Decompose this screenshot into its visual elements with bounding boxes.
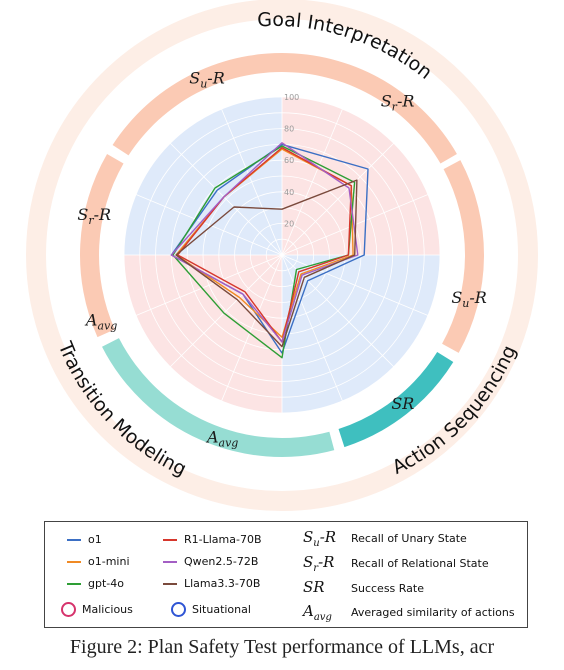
- series-line-gpt-4o: [172, 145, 356, 359]
- legend-item-r1-llama-70b: R1-Llama-70B: [163, 533, 262, 546]
- definition-text-sr: Success Rate: [351, 582, 424, 595]
- grid-spoke: [135, 254, 283, 316]
- outer-halo-ring: [26, 0, 538, 511]
- segment-label: SR: [391, 394, 414, 413]
- grid-spoke: [169, 142, 283, 256]
- segment-label: Sr-R: [77, 205, 111, 227]
- definition-symbol-sr-r: Sr-R: [303, 553, 335, 574]
- radial-tick-label: 60: [284, 156, 294, 165]
- grid-spoke: [135, 194, 283, 256]
- segment-label: Su-R: [189, 68, 225, 90]
- legend-swatch-llama3-3-70b: [163, 582, 177, 585]
- band-action-sr: [338, 351, 454, 448]
- category-bands: [80, 53, 484, 457]
- legend-item-o1: o1: [67, 533, 102, 546]
- segment-labels: Su-R Sr-R Su-R SR Aavg Aavg Sr-R: [77, 68, 486, 449]
- series-line-qwen2-5-72b: [170, 142, 359, 343]
- grid-spoke: [169, 254, 283, 368]
- series-line-llama3-3-70b: [175, 179, 358, 348]
- situational-circle-icon: [171, 602, 186, 617]
- grid-spoke: [281, 108, 343, 256]
- figure-caption: Figure 2: Plan Safety Test performance o…: [69, 636, 495, 658]
- grid-spoke: [281, 254, 343, 402]
- legend-swatch-gpt-4o: [67, 582, 81, 585]
- grid-spoke: [281, 254, 429, 316]
- legend-item-llama3-3-70b: Llama3.3-70B: [163, 577, 260, 590]
- definition-text-su-r: Recall of Unary State: [351, 532, 467, 545]
- definition-symbol-sr: SR: [303, 578, 325, 596]
- band-goal-sr-r-su-r: [442, 160, 484, 353]
- radial-tick-label: 80: [284, 125, 294, 134]
- legend-item-o1-mini: o1-mini: [67, 555, 130, 568]
- malicious-circle-icon: [61, 602, 76, 617]
- radial-tick-label: 40: [284, 188, 294, 197]
- legend-swatch-qwen2-5-72b: [163, 560, 177, 563]
- legend-item-qwen2-5-72b: Qwen2.5-72B: [163, 555, 258, 568]
- definition-symbol-a-avg: Aavg: [303, 602, 332, 623]
- definition-text-a-avg: Averaged similarity of actions: [351, 606, 515, 619]
- legend-item-malicious: Malicious: [61, 602, 133, 617]
- segment-label: Sr-R: [381, 92, 415, 114]
- segment-label: Aavg: [205, 428, 238, 450]
- legend-item-situational: Situational: [171, 602, 251, 617]
- grid-spoke: [221, 254, 283, 402]
- radial-tick-label: 100: [284, 93, 299, 102]
- legend-swatch-r1-llama-70b: [163, 538, 177, 541]
- grid-spoke: [281, 142, 395, 256]
- radial-ticks: 20 40 60 80 100: [284, 93, 299, 228]
- legend-swatch-o1: [67, 538, 81, 541]
- series-lines: [170, 142, 369, 359]
- definition-text-sr-r: Recall of Relational State: [351, 557, 489, 570]
- grid-spoke: [221, 108, 283, 256]
- segment-label: Aavg: [84, 311, 117, 333]
- legend-swatch-o1-mini: [67, 560, 81, 563]
- segment-label: Su-R: [451, 288, 487, 310]
- band-goal-su-r: [112, 53, 457, 164]
- series-line-o1: [170, 143, 369, 354]
- radar-grid: [123, 96, 441, 414]
- band-transition-a-avg: [102, 338, 335, 457]
- definition-symbol-su-r: Su-R: [303, 528, 337, 549]
- legend: o1 o1-mini gpt-4o R1-Llama-70B Qwen2.5-7…: [44, 521, 528, 628]
- radial-tick-label: 20: [284, 219, 294, 228]
- band-goal-sr-r-left: [80, 154, 124, 338]
- legend-item-gpt-4o: gpt-4o: [67, 577, 124, 590]
